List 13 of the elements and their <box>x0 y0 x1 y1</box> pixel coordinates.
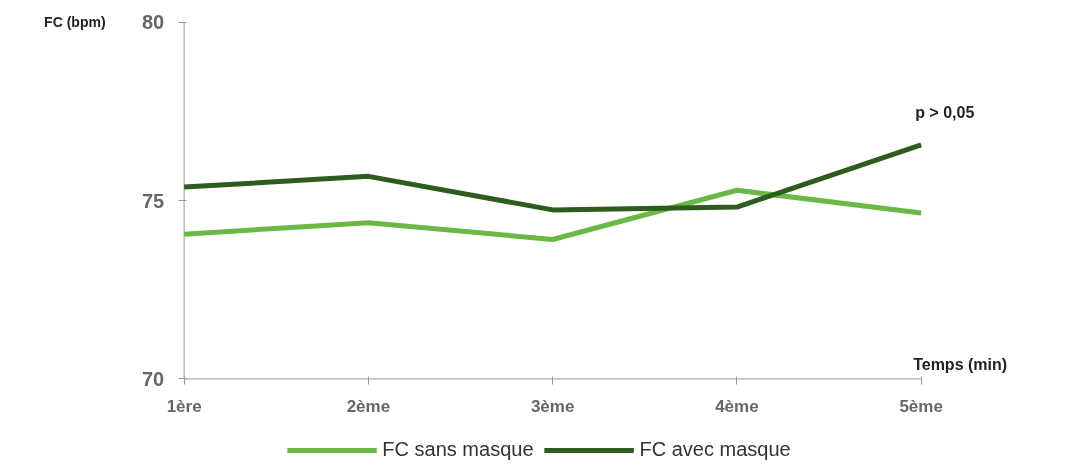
legend-label: FC sans masque <box>382 438 534 461</box>
y-axis-title: FC (bpm) <box>44 14 106 31</box>
y-tick-label: 70 <box>141 367 165 390</box>
x-tick-label: 2ème <box>346 396 391 416</box>
y-tick-label: 75 <box>141 189 165 212</box>
legend-label: FC avec masque <box>639 438 791 461</box>
x-tick-label: 5ème <box>899 396 943 416</box>
annotation: p > 0,05 <box>915 103 975 121</box>
x-tick-label: 4ème <box>715 396 759 416</box>
x-axis-title: Temps (min) <box>913 355 1008 373</box>
y-tick-label: 80 <box>141 11 165 34</box>
x-tick-label: 1ère <box>166 396 202 416</box>
x-tick-label: 3ème <box>530 396 575 416</box>
